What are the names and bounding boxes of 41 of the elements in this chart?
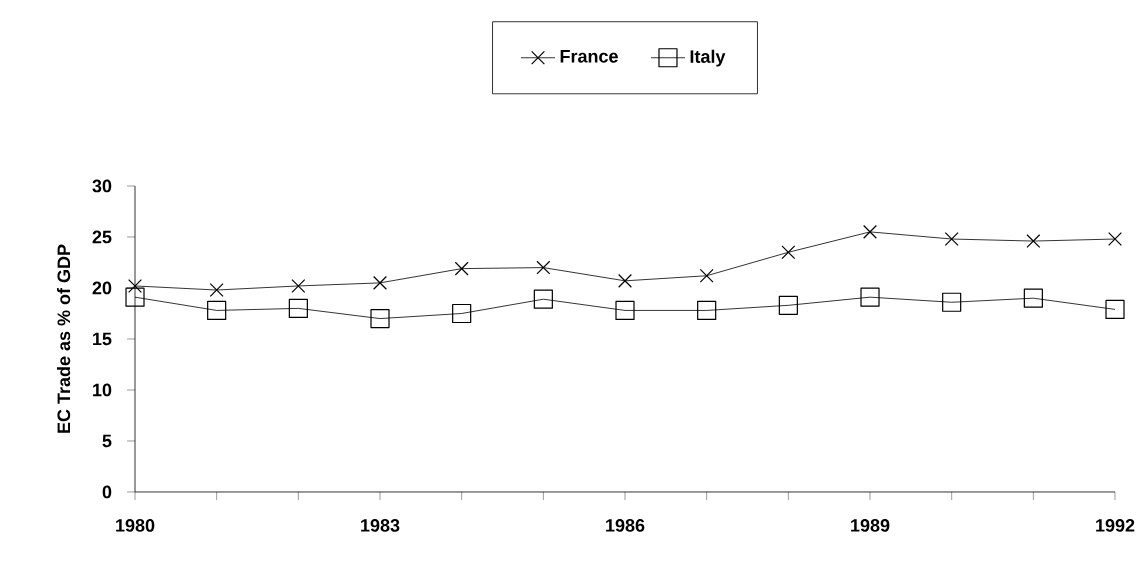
y-tick-label: 10 — [93, 383, 112, 397]
point — [370, 308, 390, 329]
point — [1105, 299, 1125, 319]
y-axis-title: EC Trade as % of GDP — [56, 244, 71, 433]
y-tick-label: 25 — [92, 230, 112, 244]
point — [209, 283, 224, 297]
x-tick-label: 1992 — [1096, 519, 1135, 532]
y-tick-label: 20 — [92, 281, 112, 295]
y-tick-label: 15 — [93, 332, 112, 346]
point — [615, 300, 635, 321]
point — [1108, 232, 1122, 246]
legend-label: France — [560, 50, 618, 63]
point — [207, 300, 227, 321]
point — [454, 261, 469, 276]
point — [863, 224, 877, 239]
x-tick-label: 1989 — [851, 519, 890, 532]
point — [860, 287, 880, 307]
point — [536, 260, 551, 275]
point — [699, 268, 714, 283]
point — [618, 273, 632, 288]
point — [125, 287, 145, 307]
point — [128, 278, 142, 293]
y-tick-label: 5 — [102, 434, 112, 448]
point — [697, 300, 717, 321]
point — [1026, 234, 1041, 249]
x-tick-label: 1986 — [606, 519, 645, 532]
point — [944, 232, 959, 246]
y-tick-label: 30 — [92, 179, 112, 193]
point — [291, 278, 306, 293]
x-tick-label: 1983 — [361, 519, 400, 532]
y-tick-label: 0 — [102, 485, 112, 499]
point — [533, 289, 553, 309]
point — [373, 275, 387, 290]
point — [781, 245, 796, 260]
point — [288, 298, 308, 318]
legend-label: Italy — [690, 49, 726, 67]
point — [778, 295, 798, 315]
point — [942, 292, 962, 312]
point — [452, 303, 472, 324]
point — [1023, 288, 1043, 308]
x-tick-label: 1980 — [116, 519, 155, 532]
